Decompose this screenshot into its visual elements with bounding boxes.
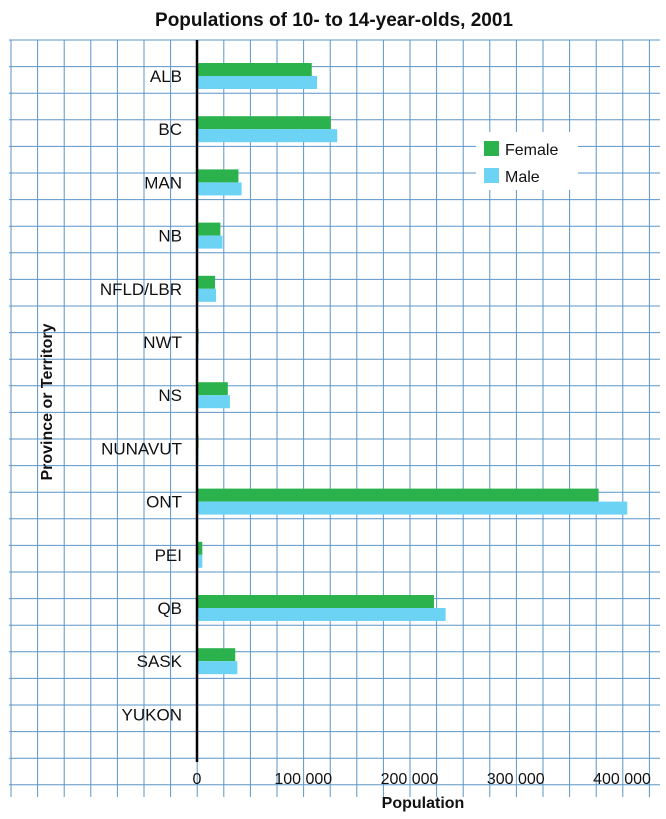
- category-label: NB: [158, 227, 182, 246]
- category-label: NWT: [143, 333, 182, 352]
- legend-label-female: Female: [505, 142, 558, 159]
- bar-female-bc: [197, 116, 331, 130]
- x-tick-label: 400 000: [593, 771, 651, 788]
- category-label: ALB: [150, 67, 182, 86]
- bar-female-pei: [197, 541, 203, 555]
- bar-female-ns: [197, 382, 228, 396]
- bar-male-pei: [197, 554, 203, 568]
- bar-male-sask: [197, 661, 238, 675]
- bar-female-qb: [197, 595, 434, 608]
- bars-layer: [197, 63, 628, 728]
- bar-female-alb: [197, 63, 312, 76]
- category-labels: ALB BC MAN NB NFLD/LBR NWT NS NUNAVUT ONT PEI QB SA…: [100, 67, 183, 724]
- bar-male-ns: [197, 395, 230, 409]
- category-label: ONT: [146, 493, 182, 512]
- x-tick-label: 100 000: [274, 771, 332, 788]
- category-label: YUKON: [122, 705, 182, 724]
- chart-title: Populations of 10- to 14-year-olds, 2001: [155, 10, 513, 31]
- category-label: PEI: [155, 546, 182, 565]
- bar-male-nfld-lbr: [197, 288, 217, 302]
- bar-female-nb: [197, 222, 221, 236]
- grid-lines: [9, 39, 660, 797]
- legend-swatch-female: [484, 141, 499, 156]
- category-label: SASK: [137, 652, 183, 671]
- category-label: NFLD/LBR: [100, 280, 182, 299]
- category-label: NUNAVUT: [101, 439, 182, 458]
- bar-male-qb: [197, 608, 446, 621]
- bar-male-alb: [197, 76, 318, 89]
- bar-male-ont: [197, 501, 628, 515]
- legend-label-male: Male: [505, 169, 540, 186]
- category-label: QB: [157, 599, 182, 618]
- bar-female-man: [197, 169, 239, 183]
- x-tick-label: 300 000: [487, 771, 545, 788]
- bar-male-man: [197, 182, 242, 196]
- x-tick-labels: 0 100 000 200 000 300 000 400 000: [193, 771, 651, 788]
- bar-female-ont: [197, 488, 599, 502]
- legend: Female Male: [476, 132, 578, 190]
- bar-female-nfld-lbr: [197, 275, 216, 289]
- bar-male-nb: [197, 235, 223, 249]
- category-label: MAN: [144, 173, 182, 192]
- x-tick-label: 0: [193, 771, 202, 788]
- bar-female-sask: [197, 648, 236, 662]
- x-axis-title: Population: [382, 795, 465, 812]
- category-label: BC: [158, 120, 182, 139]
- category-label: NS: [158, 386, 182, 405]
- legend-swatch-male: [484, 168, 499, 183]
- x-tick-label: 200 000: [381, 771, 439, 788]
- y-axis-title: Province or Territory: [39, 323, 56, 480]
- bar-male-bc: [197, 129, 338, 143]
